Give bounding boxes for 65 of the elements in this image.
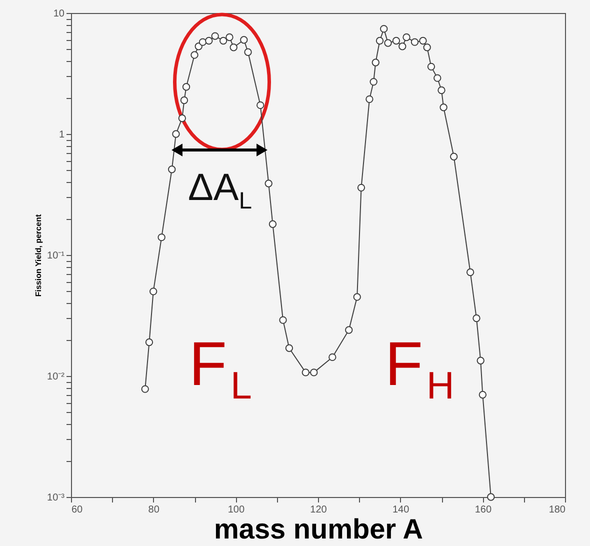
- point: [440, 104, 448, 112]
- point: [357, 184, 366, 192]
- point: [345, 326, 353, 334]
- point: [180, 96, 188, 104]
- point: [410, 38, 419, 46]
- point: [402, 33, 410, 42]
- point: [149, 288, 158, 296]
- point: [205, 36, 213, 45]
- point: [302, 368, 310, 376]
- point: [244, 48, 252, 56]
- x-tick-label: 100: [228, 504, 245, 516]
- point: [285, 344, 294, 352]
- point: [380, 24, 388, 33]
- point: [226, 33, 234, 42]
- point: [419, 36, 427, 45]
- y-tick-label: 1: [58, 130, 65, 140]
- x-tick-label: 60: [72, 504, 84, 516]
- point: [384, 39, 392, 47]
- point: [376, 36, 384, 45]
- point: [427, 62, 436, 71]
- y-tick-label: 10: [53, 8, 65, 20]
- y-axis-title: Fission Yield, percent: [34, 214, 44, 297]
- x-tick-label: 160: [474, 504, 492, 516]
- point: [219, 36, 228, 45]
- point: [450, 152, 458, 160]
- x-tick-label: 140: [392, 504, 410, 516]
- point: [472, 314, 480, 322]
- point: [438, 86, 446, 94]
- point: [158, 233, 166, 242]
- point: [328, 353, 336, 362]
- point: [487, 493, 495, 501]
- point: [182, 83, 190, 91]
- point: [178, 114, 186, 122]
- point: [211, 32, 219, 40]
- point: [141, 385, 149, 393]
- point: [310, 368, 318, 376]
- point: [372, 58, 380, 66]
- point: [256, 101, 264, 110]
- point: [466, 268, 474, 276]
- point: [398, 42, 406, 50]
- y-tick-label: 10⁻³: [47, 492, 66, 504]
- point: [478, 390, 487, 399]
- point: [434, 74, 442, 82]
- x-axis-title: mass number A: [214, 514, 424, 544]
- x-tick-label: 120: [310, 504, 328, 516]
- point: [230, 44, 238, 52]
- point: [370, 78, 378, 86]
- point: [279, 316, 287, 324]
- point: [268, 220, 277, 228]
- point: [168, 166, 176, 174]
- x-tick-label: 80: [148, 504, 160, 516]
- point: [240, 36, 248, 44]
- x-tick-label: 180: [548, 504, 566, 516]
- y-tick-label: 10⁻¹: [47, 250, 66, 262]
- point: [264, 180, 272, 188]
- y-tick-label: 10⁻²: [47, 372, 66, 382]
- point: [145, 338, 154, 346]
- point: [366, 95, 374, 104]
- point: [392, 36, 400, 45]
- point: [172, 130, 180, 138]
- point: [476, 356, 484, 364]
- point: [423, 44, 431, 52]
- point: [353, 293, 361, 301]
- point: [190, 51, 198, 59]
- point: [198, 38, 207, 46]
